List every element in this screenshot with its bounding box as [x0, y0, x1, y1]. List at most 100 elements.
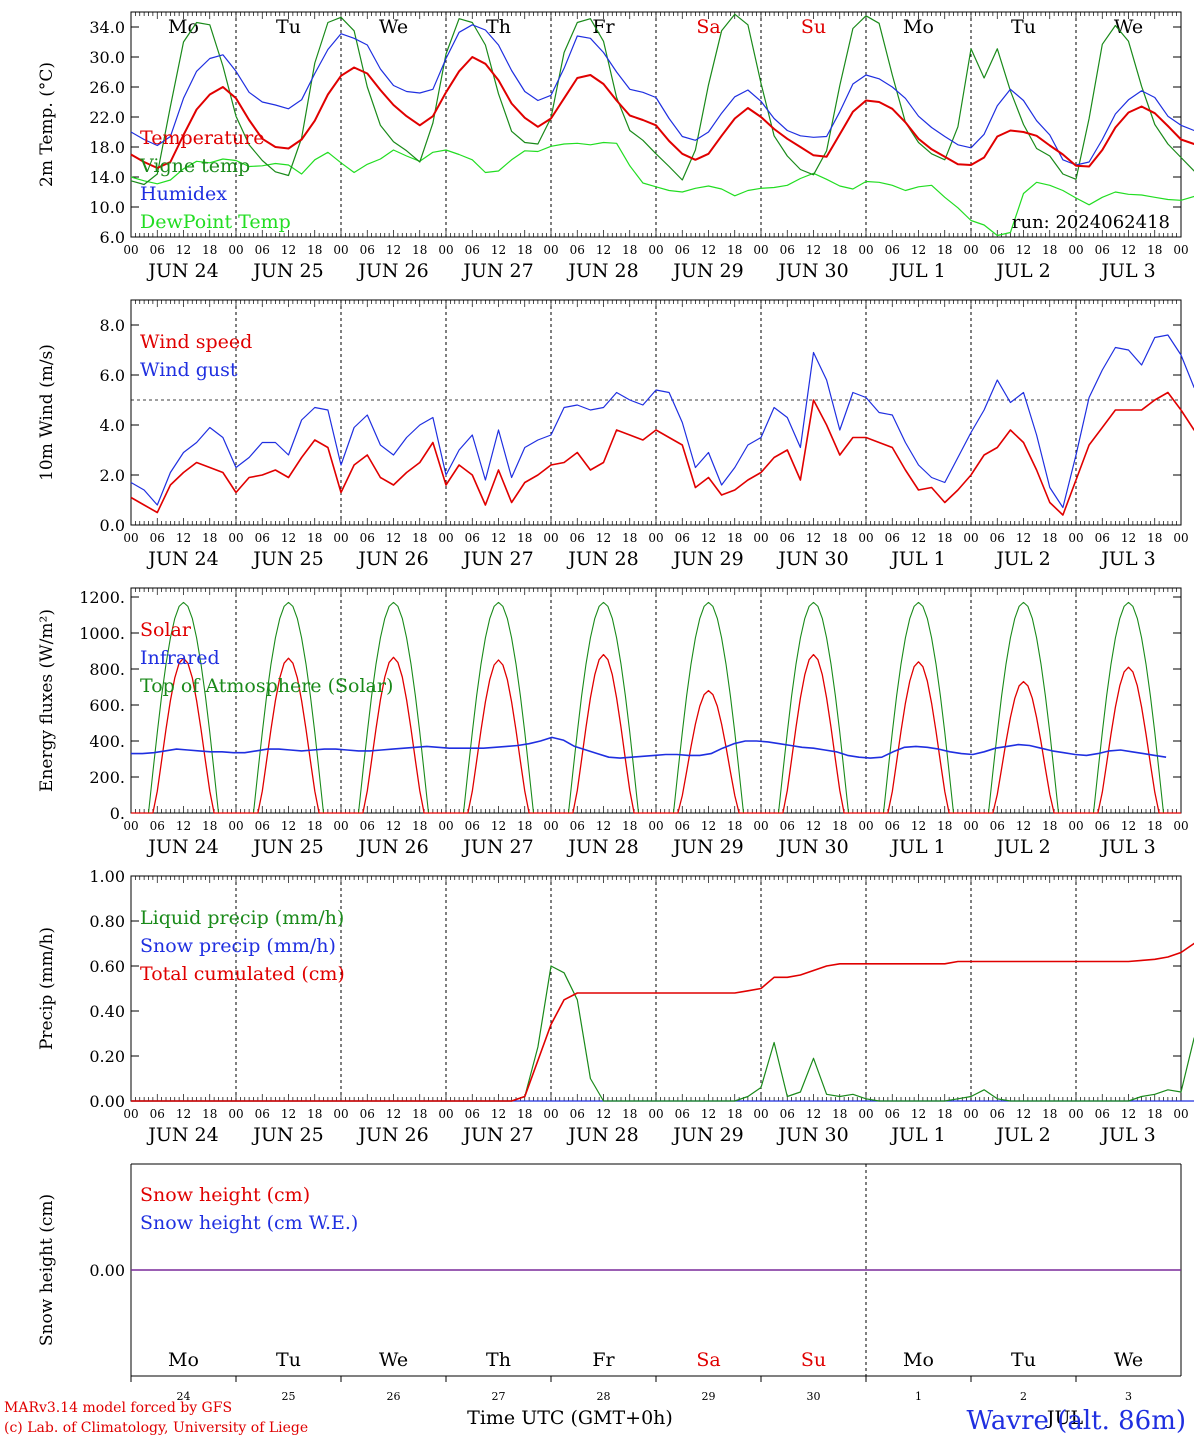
- x-hour-label: 18: [1147, 819, 1162, 833]
- legend-entry: Humidex: [140, 183, 227, 205]
- x-hour-label: 00: [858, 819, 873, 833]
- x-hour-label: 00: [228, 819, 243, 833]
- x-axis-label: Time UTC (GMT+0h): [467, 1407, 673, 1429]
- series-line-total-cumulated: [131, 942, 1194, 1102]
- y-tick-label: 0.80: [89, 912, 125, 931]
- x-hour-label: 06: [570, 243, 585, 257]
- x-hour-label: 18: [832, 1107, 847, 1121]
- x-date-label: JUN 24: [146, 836, 218, 858]
- day-number-label: 25: [282, 1390, 296, 1403]
- panel-frame: [130, 587, 1182, 814]
- x-date-label: JUL 1: [889, 836, 945, 858]
- x-hour-label: 06: [885, 531, 900, 545]
- x-hour-label: 12: [806, 1107, 821, 1121]
- x-hour-label: 06: [570, 531, 585, 545]
- x-date-label: JUN 24: [146, 260, 218, 282]
- x-date-label: JUL 1: [889, 1124, 945, 1146]
- x-hour-label: 00: [228, 243, 243, 257]
- x-date-label: JUN 28: [566, 260, 638, 282]
- x-hour-label: 00: [1173, 819, 1188, 833]
- x-hour-label: 12: [911, 531, 926, 545]
- x-date-label: JUL 3: [1099, 836, 1155, 858]
- legend-entry: Total cumulated (cm): [140, 963, 345, 985]
- legend-entry: DewPoint Temp: [140, 211, 291, 233]
- series-line-humidex: [130, 24, 1194, 166]
- y-tick-label: 0.: [110, 804, 125, 823]
- legend-entry: Wind speed: [140, 331, 252, 353]
- x-date-label: JUL 2: [994, 836, 1050, 858]
- model-credit: MARv3.14 model forced by GFS: [4, 1400, 233, 1416]
- x-date-label: JUN 26: [356, 548, 428, 570]
- y-tick-label: 22.0: [89, 108, 125, 127]
- x-hour-label: 06: [150, 1107, 165, 1121]
- x-hour-label: 12: [911, 243, 926, 257]
- series-line-liquid-precip: [131, 965, 1194, 1102]
- x-date-label: JUN 30: [776, 260, 848, 282]
- y-axis-label: Energy fluxes (W/m²): [37, 609, 57, 792]
- x-hour-label: 18: [937, 1107, 952, 1121]
- x-hour-label: 00: [1068, 243, 1083, 257]
- weekday-label: Tu: [1011, 16, 1036, 38]
- panel-5: 0.00 Snow height (cm) Snow height (cm) Snow…: [37, 1163, 1182, 1429]
- x-hour-label: 06: [675, 1107, 690, 1121]
- x-date-label: JUL 3: [1099, 260, 1155, 282]
- x-hour-label: 00: [963, 531, 978, 545]
- x-date-label: JUN 25: [251, 836, 323, 858]
- x-date-label: JUL 2: [994, 1124, 1050, 1146]
- x-date-label: JUL 2: [994, 548, 1050, 570]
- y-tick-label: 6.0: [100, 228, 125, 247]
- x-hour-label: 12: [806, 243, 821, 257]
- series-line-vigne-temp: [130, 13, 1194, 186]
- weekday-label: Mo: [903, 1349, 934, 1371]
- x-date-label: JUN 30: [776, 836, 848, 858]
- x-hour-label: 06: [465, 531, 480, 545]
- x-hour-label: 06: [150, 531, 165, 545]
- x-hour-label: 12: [1121, 819, 1136, 833]
- x-hour-label: 18: [412, 819, 427, 833]
- weekday-label: Fr: [592, 1349, 615, 1371]
- y-tick-label: 1000.: [79, 624, 125, 643]
- x-hour-label: 18: [1042, 1107, 1057, 1121]
- x-hour-label: 06: [255, 531, 270, 545]
- x-hour-label: 18: [832, 531, 847, 545]
- x-date-label: JUL 3: [1099, 548, 1155, 570]
- y-tick-label: 10.0: [89, 198, 125, 217]
- x-hour-label: 12: [701, 1107, 716, 1121]
- x-hour-label: 00: [648, 531, 663, 545]
- weekday-label: Tu: [1011, 1349, 1036, 1371]
- x-hour-label: 00: [123, 531, 138, 545]
- x-hour-label: 12: [911, 819, 926, 833]
- legend-entry: Snow precip (mm/h): [140, 935, 336, 957]
- weekday-label: Mo: [168, 1349, 199, 1371]
- series-line-wind-speed: [130, 391, 1194, 516]
- x-hour-label: 12: [911, 1107, 926, 1121]
- x-hour-label: 00: [123, 819, 138, 833]
- legend-entry: Snow height (cm W.E.): [140, 1212, 358, 1234]
- series-line-wind-gust: [130, 334, 1194, 509]
- x-hour-label: 18: [412, 243, 427, 257]
- x-date-label: JUN 26: [356, 836, 428, 858]
- series-line-infrared: [131, 736, 1167, 759]
- x-hour-label: 06: [675, 243, 690, 257]
- x-date-label: JUN 29: [671, 836, 743, 858]
- x-hour-label: 06: [360, 531, 375, 545]
- legend-entry: Solar: [140, 619, 192, 641]
- x-hour-label: 18: [307, 819, 322, 833]
- x-date-label: JUN 29: [671, 260, 743, 282]
- x-hour-label: 12: [1121, 531, 1136, 545]
- lab-credit: (c) Lab. of Climatology, University of L…: [4, 1420, 309, 1436]
- x-hour-label: 06: [780, 531, 795, 545]
- day-number-label: 24: [177, 1390, 191, 1403]
- weekday-label: Sa: [696, 16, 720, 38]
- x-hour-label: 12: [386, 819, 401, 833]
- y-tick-label: 6.0: [100, 366, 125, 385]
- x-hour-label: 00: [123, 1107, 138, 1121]
- x-hour-label: 00: [858, 243, 873, 257]
- y-axis-label: Snow height (cm): [37, 1194, 57, 1346]
- x-hour-label: 00: [753, 531, 768, 545]
- x-hour-label: 06: [255, 1107, 270, 1121]
- x-hour-label: 06: [570, 819, 585, 833]
- x-hour-label: 12: [281, 531, 296, 545]
- legend-entry: Infrared: [140, 647, 220, 669]
- x-hour-label: 12: [176, 1107, 191, 1121]
